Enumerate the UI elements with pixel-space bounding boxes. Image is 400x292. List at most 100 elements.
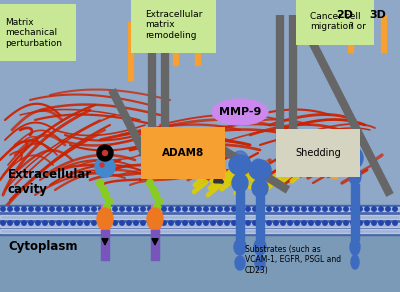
Circle shape	[169, 207, 173, 211]
Circle shape	[267, 221, 271, 225]
Ellipse shape	[255, 256, 265, 270]
Text: Shedding: Shedding	[295, 148, 341, 158]
Circle shape	[246, 221, 250, 225]
Text: 3D: 3D	[370, 10, 386, 20]
Circle shape	[100, 163, 104, 167]
Circle shape	[232, 207, 236, 211]
Circle shape	[43, 207, 47, 211]
Circle shape	[148, 207, 152, 211]
Circle shape	[316, 221, 320, 225]
Circle shape	[92, 207, 96, 211]
Circle shape	[288, 221, 292, 225]
Ellipse shape	[232, 174, 248, 192]
Circle shape	[152, 192, 160, 199]
Circle shape	[253, 221, 257, 225]
Circle shape	[113, 221, 117, 225]
Ellipse shape	[234, 239, 246, 255]
Circle shape	[50, 207, 54, 211]
Ellipse shape	[249, 160, 271, 180]
Circle shape	[141, 207, 145, 211]
Circle shape	[225, 221, 229, 225]
Circle shape	[218, 221, 222, 225]
Circle shape	[106, 207, 110, 211]
Circle shape	[64, 207, 68, 211]
Circle shape	[97, 145, 113, 161]
Circle shape	[225, 207, 229, 211]
Circle shape	[260, 207, 264, 211]
Circle shape	[372, 207, 376, 211]
Circle shape	[85, 207, 89, 211]
Circle shape	[365, 207, 369, 211]
Circle shape	[127, 221, 131, 225]
Circle shape	[337, 207, 341, 211]
Circle shape	[57, 221, 61, 225]
Circle shape	[239, 221, 243, 225]
Circle shape	[344, 221, 348, 225]
Ellipse shape	[252, 179, 268, 197]
Ellipse shape	[251, 159, 265, 177]
Text: Substrates (such as
VCAM-1, EGFR, PSGL and
CD23): Substrates (such as VCAM-1, EGFR, PSGL a…	[245, 245, 341, 275]
Circle shape	[78, 221, 82, 225]
Circle shape	[351, 207, 355, 211]
Circle shape	[102, 192, 110, 199]
Circle shape	[36, 207, 40, 211]
Circle shape	[150, 185, 156, 192]
Ellipse shape	[350, 239, 360, 255]
Bar	[256, 196, 264, 240]
Circle shape	[134, 207, 138, 211]
Circle shape	[309, 207, 313, 211]
Text: ? or: ? or	[349, 22, 366, 31]
Circle shape	[113, 207, 117, 211]
Circle shape	[1, 207, 5, 211]
Circle shape	[176, 221, 180, 225]
Circle shape	[246, 207, 250, 211]
Circle shape	[344, 207, 348, 211]
Bar	[0, 215, 400, 219]
Circle shape	[146, 180, 154, 187]
Bar	[0, 205, 400, 235]
Bar	[151, 230, 159, 260]
Circle shape	[288, 207, 292, 211]
Ellipse shape	[231, 151, 249, 173]
Text: ADAM8: ADAM8	[162, 148, 204, 158]
Circle shape	[85, 221, 89, 225]
Circle shape	[64, 221, 68, 225]
Text: Extracellular
cavity: Extracellular cavity	[8, 168, 92, 196]
Text: Matrix
mechanical
perturbation: Matrix mechanical perturbation	[5, 18, 62, 48]
Bar	[0, 223, 400, 227]
Circle shape	[379, 221, 383, 225]
Circle shape	[152, 150, 158, 156]
Circle shape	[358, 207, 362, 211]
Circle shape	[102, 150, 108, 156]
Circle shape	[29, 207, 33, 211]
Circle shape	[183, 207, 187, 211]
Ellipse shape	[145, 157, 165, 177]
Circle shape	[260, 221, 264, 225]
Circle shape	[218, 207, 222, 211]
Circle shape	[386, 221, 390, 225]
Circle shape	[330, 207, 334, 211]
Circle shape	[267, 207, 271, 211]
Bar	[351, 184, 359, 240]
Circle shape	[1, 221, 5, 225]
Bar	[172, 15, 178, 65]
Ellipse shape	[229, 155, 251, 175]
Ellipse shape	[212, 99, 268, 125]
Circle shape	[120, 207, 124, 211]
Circle shape	[155, 221, 159, 225]
Circle shape	[57, 207, 61, 211]
Text: 2D: 2D	[336, 10, 354, 20]
Bar	[0, 207, 400, 211]
Circle shape	[96, 180, 104, 187]
Circle shape	[150, 163, 154, 167]
Circle shape	[309, 221, 313, 225]
Circle shape	[183, 221, 187, 225]
Ellipse shape	[95, 157, 115, 177]
Bar	[192, 148, 198, 178]
Bar	[236, 191, 244, 240]
Text: MMP-9: MMP-9	[219, 107, 261, 117]
Circle shape	[99, 221, 103, 225]
Circle shape	[106, 221, 110, 225]
Ellipse shape	[254, 239, 266, 255]
Text: Cancer cell
migration: Cancer cell migration	[310, 12, 361, 32]
